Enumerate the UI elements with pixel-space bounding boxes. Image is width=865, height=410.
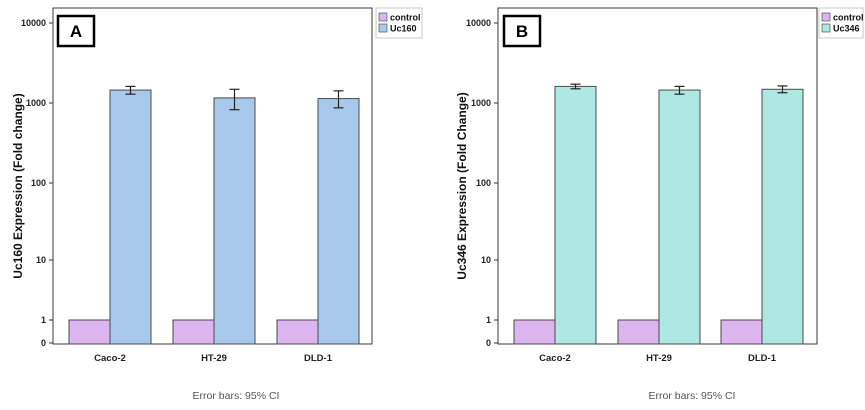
bar: [68, 319, 111, 345]
x-tick-label: HT-29: [201, 353, 227, 364]
x-tick-label: DLD-1: [304, 353, 333, 364]
bar: [513, 319, 556, 345]
x-tick-label: HT-29: [646, 353, 672, 364]
y-tick-label: 10000: [21, 18, 46, 28]
x-tick-label: DLD-1: [748, 353, 777, 364]
y-tick-label: 0: [486, 338, 491, 348]
panel-label-box: [502, 14, 542, 48]
bar: [761, 88, 804, 345]
error-bars-note: Error bars: 95% CI: [649, 390, 736, 402]
y-tick-label: 10: [36, 255, 46, 265]
bar: [276, 319, 319, 345]
y-tick-label: 1: [486, 315, 491, 325]
y-axis-label: Uc160 Expression (Fold change): [11, 93, 25, 278]
bar: [720, 319, 763, 345]
panel-label-box: [56, 14, 96, 48]
legend-label: Uc346: [833, 24, 860, 34]
bar: [109, 89, 152, 345]
bar: [172, 319, 215, 345]
panel-label: B: [516, 22, 528, 41]
legend-swatch: [378, 23, 388, 33]
panel-a: 0 1 10 100 1000 10000 Uc160 Expression (Fold c…: [11, 7, 423, 402]
bar: [213, 97, 256, 345]
bar: [617, 319, 660, 345]
x-tick-label: Caco-2: [539, 353, 571, 364]
y-tick-label: 1000: [471, 98, 491, 108]
legend-label: Uc160: [390, 24, 417, 34]
y-tick-label: 1: [41, 315, 46, 325]
x-tick-label: Caco-2: [94, 353, 126, 364]
legend-label: control: [833, 13, 864, 23]
error-bars-note: Error bars: 95% CI: [193, 390, 280, 402]
y-tick-label: 100: [31, 178, 46, 188]
bar: [317, 98, 360, 345]
y-tick-label: 10000: [466, 18, 491, 28]
legend-label: control: [390, 13, 421, 23]
legend-swatch: [821, 12, 831, 22]
y-axis-label: Uc346 Expression (Fold Change): [455, 92, 469, 279]
y-tick-label: 1000: [26, 98, 46, 108]
legend-swatch: [378, 12, 388, 22]
bar: [658, 89, 701, 345]
panel-b: 0 1 10 100 1000 10000 Uc346 Expression (Fold C…: [455, 7, 864, 402]
y-tick-label: 0: [41, 338, 46, 348]
y-tick-label: 100: [476, 178, 491, 188]
legend-swatch: [821, 23, 831, 33]
panel-label: A: [70, 22, 82, 41]
y-tick-label: 10: [481, 255, 491, 265]
bar: [554, 85, 597, 345]
